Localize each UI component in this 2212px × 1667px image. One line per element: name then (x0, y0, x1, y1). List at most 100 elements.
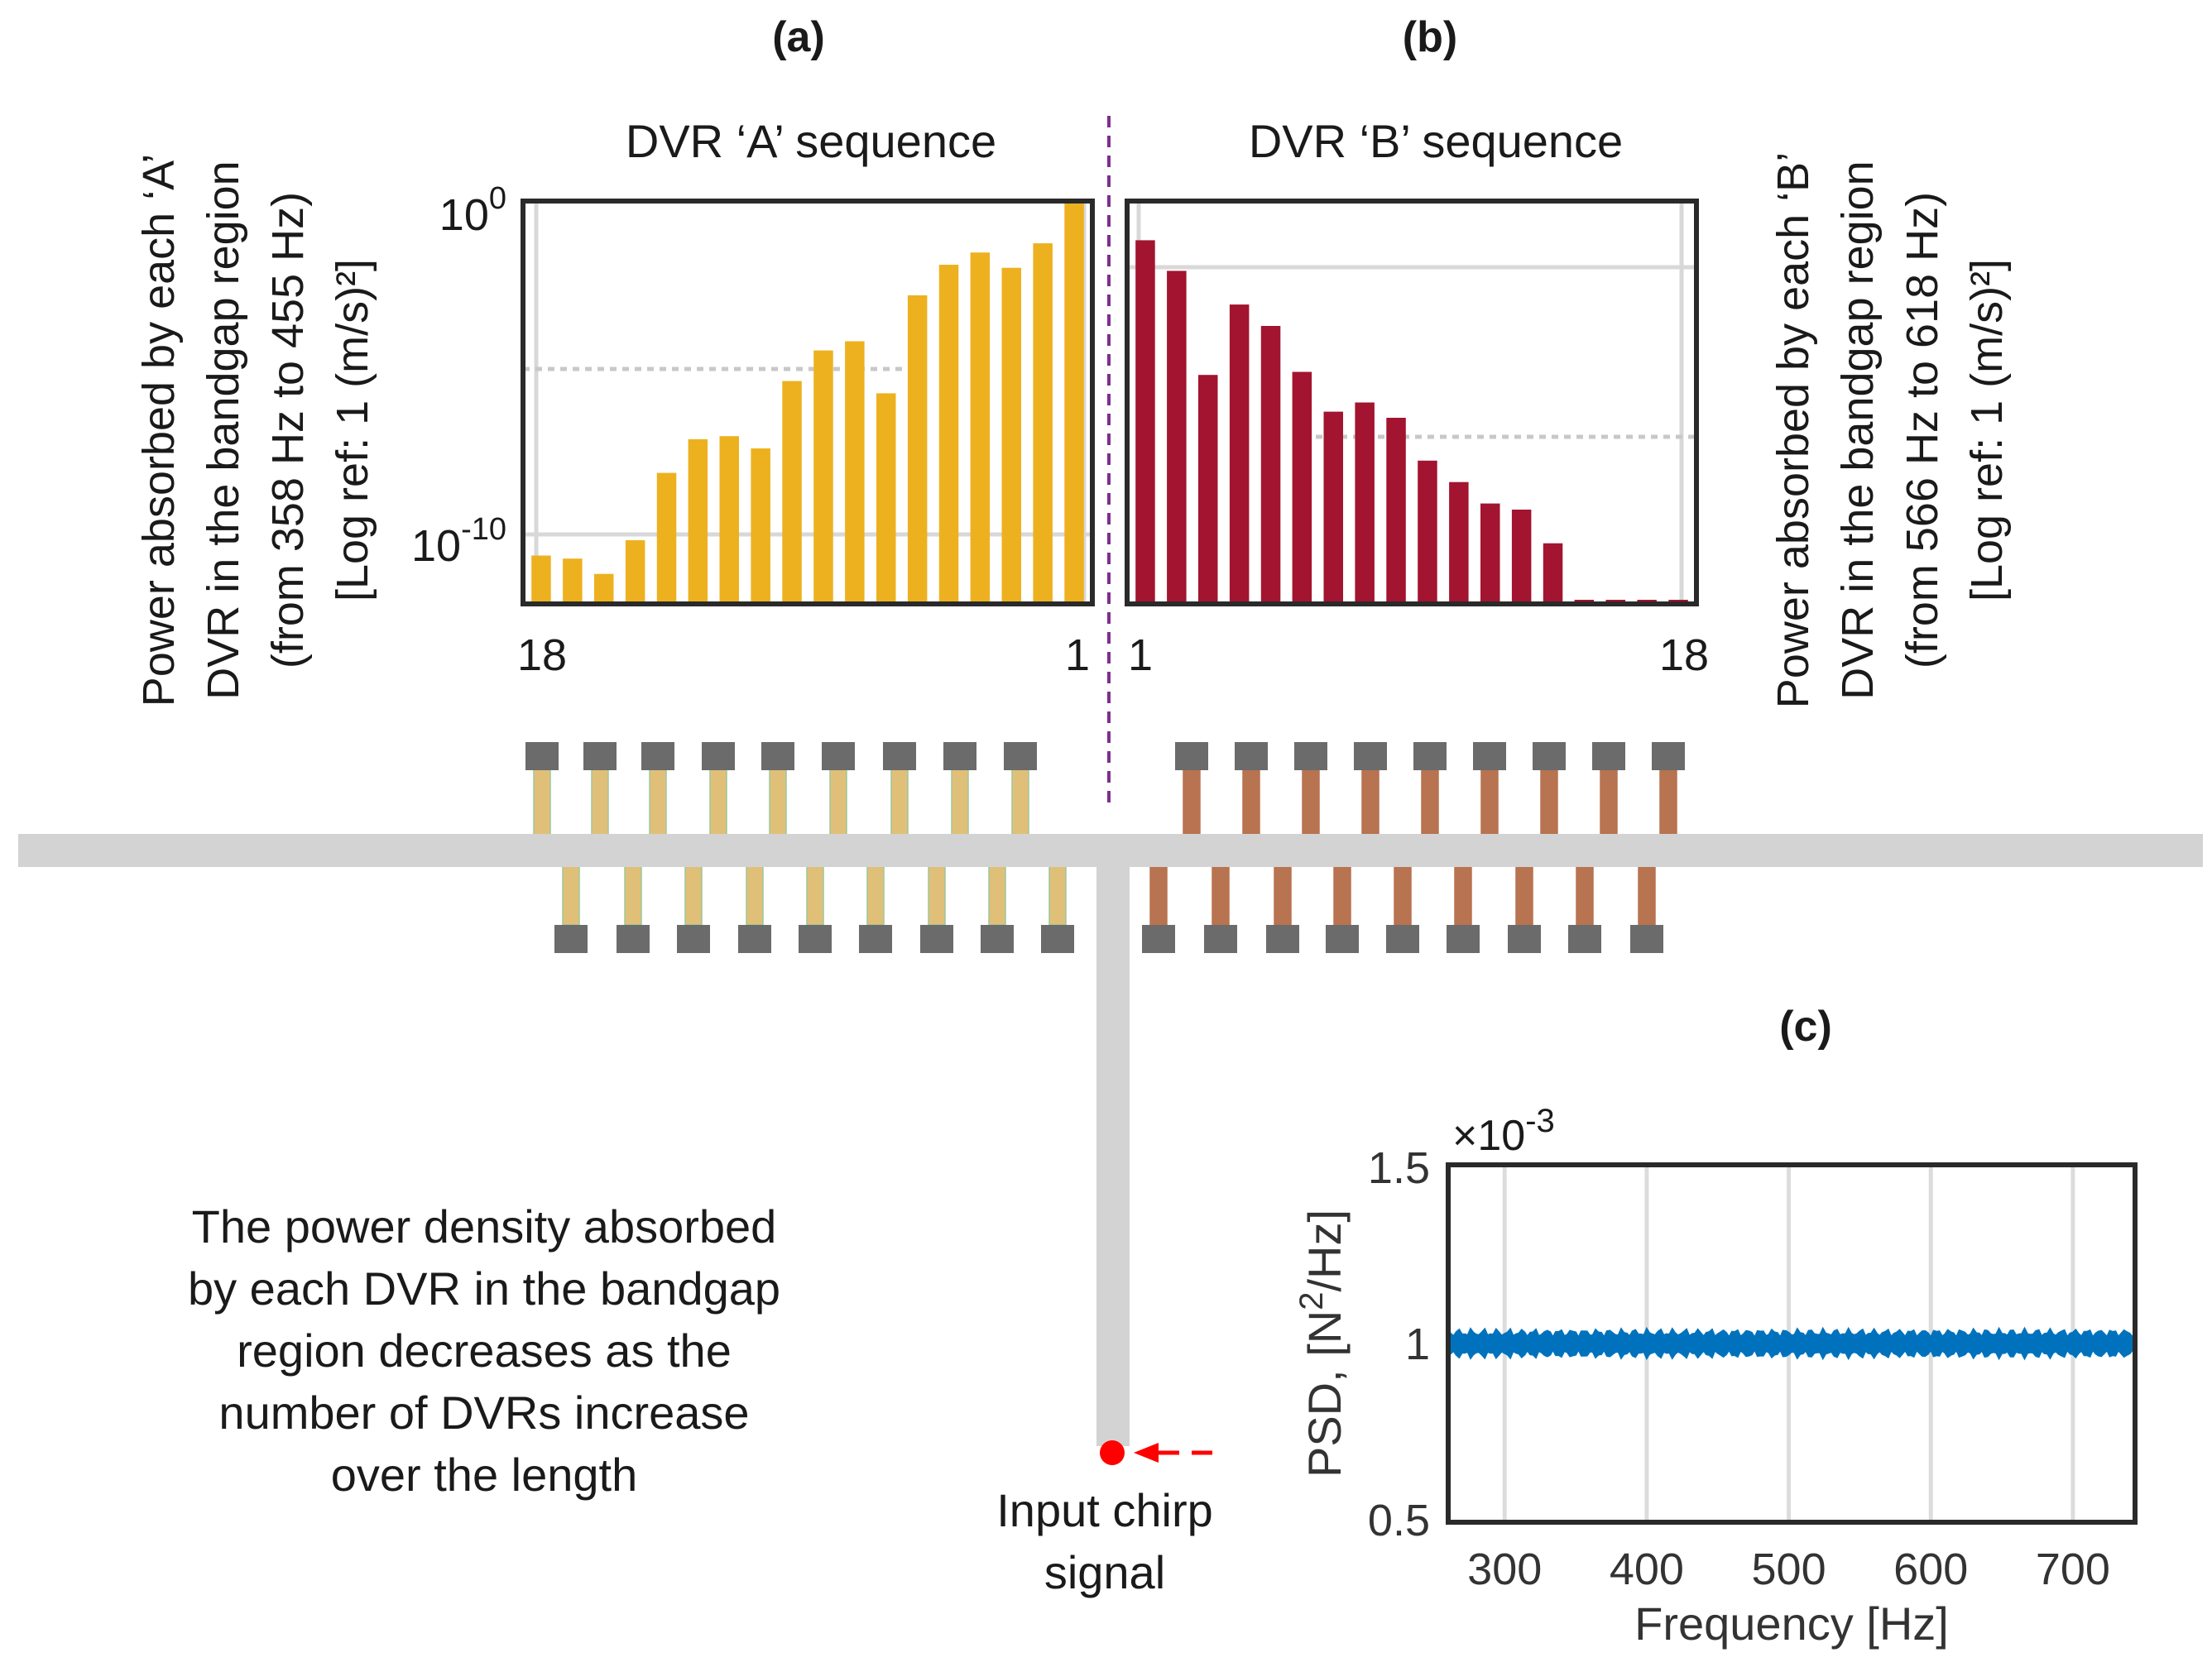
mass-a-top-4 (702, 742, 735, 770)
chart-a-bar-15 (625, 540, 645, 601)
chart-b-bars (1135, 240, 1688, 601)
spring-a-top-3 (649, 769, 667, 836)
chart-b-bar-12 (1480, 503, 1500, 601)
input-label-line1: Input chirp (996, 1484, 1213, 1536)
chart-a-bar-16 (594, 573, 614, 601)
chart-a-bar-18 (531, 555, 551, 601)
mass-a-top-3 (641, 742, 674, 770)
mass-a-top-8 (943, 742, 976, 770)
chart-a-bar-8 (845, 341, 865, 601)
chart-b-bar-3 (1198, 375, 1218, 601)
mass-b-top-6 (1473, 742, 1506, 770)
chart-a-frame (521, 199, 1095, 606)
chart-c-ytick-1.5: 1.5 (1368, 1143, 1430, 1193)
mass-a-top-6 (822, 742, 855, 770)
spring-a-bottom-4 (746, 865, 764, 926)
panel-label-a: (a) (772, 13, 825, 61)
chart-b-bar-15 (1574, 600, 1595, 601)
mass-a-bottom-8 (981, 925, 1014, 953)
spring-a-bottom-9 (1048, 865, 1067, 926)
chart-a-bar-6 (907, 295, 928, 601)
chart-a-bar-4 (970, 252, 991, 601)
chart-c-psd-series (1450, 1326, 2133, 1361)
chart-a-ytick-bottom: 10-10 (411, 512, 506, 571)
chart-a-ytick-bottom-exp: -10 (461, 512, 506, 547)
mass-a-top-2 (583, 742, 617, 770)
spring-b-bottom-1 (1149, 865, 1168, 926)
chart-b-xtick-left: 1 (1128, 630, 1153, 680)
chart-b-bar-18 (1668, 600, 1688, 601)
mass-a-bottom-3 (677, 925, 710, 953)
spring-a-bottom-8 (988, 865, 1006, 926)
mass-b-bottom-3 (1266, 925, 1299, 953)
spring-b-top-1 (1183, 769, 1201, 836)
chart-c-frame (1446, 1162, 2138, 1525)
spring-b-top-7 (1540, 769, 1558, 836)
chart-a-bar-7 (876, 393, 896, 601)
chart-c-exponent-base: ×10 (1452, 1112, 1525, 1160)
spring-a-bottom-6 (866, 865, 885, 926)
mass-b-top-1 (1175, 742, 1208, 770)
chart-c-xticks: 300 400 500 600 700 (1467, 1545, 2110, 1594)
ylabel-b-line1: Power absorbed by each ‘B’ (1768, 152, 1818, 708)
chart-c-yticks: 0.5 1 1.5 (1368, 1143, 1430, 1545)
mass-b-top-2 (1235, 742, 1268, 770)
chart-b-xtick-right: 18 (1659, 630, 1709, 680)
chart-a-bars (531, 204, 1084, 601)
mass-b-bottom-8 (1568, 925, 1601, 953)
vertical-beam (1096, 867, 1130, 1446)
spring-a-top-4 (709, 769, 727, 836)
spring-b-bottom-4 (1333, 865, 1351, 926)
panel-label-b: (b) (1403, 13, 1457, 61)
mass-b-top-4 (1354, 742, 1387, 770)
spring-b-top-9 (1659, 769, 1677, 836)
chart-b-frame (1125, 199, 1699, 606)
chart-a-bar-12 (719, 436, 739, 601)
chart-c-exponent-value: -3 (1525, 1103, 1555, 1139)
chart-c-xlabel: Frequency [Hz] (1634, 1598, 1949, 1650)
beam-structure (18, 742, 2203, 1446)
chart-b-bar-5 (1260, 326, 1281, 601)
chart-a-ytick-top-exp: 0 (489, 181, 506, 216)
mass-b-bottom-9 (1630, 925, 1663, 953)
chart-a-ytick-top-base: 10 (439, 190, 489, 240)
spring-b-top-3 (1302, 769, 1320, 836)
mass-b-top-5 (1413, 742, 1447, 770)
mass-a-bottom-7 (920, 925, 953, 953)
chart-b-bar-13 (1511, 510, 1532, 601)
annotation-line1: The power density absorbed (192, 1200, 777, 1253)
chart-b-bar-10 (1418, 460, 1437, 601)
chart-a-ytick-bottom-base: 10 (411, 521, 461, 571)
chart-a-bar-1 (1064, 204, 1084, 601)
mass-b-bottom-4 (1326, 925, 1359, 953)
mass-a-top-1 (525, 742, 559, 770)
mass-b-top-8 (1592, 742, 1625, 770)
chart-b-bar-7 (1323, 411, 1343, 601)
ylabel-b-line3: (from 566 Hz to 618 Hz) (1898, 192, 1947, 668)
spring-b-top-2 (1242, 769, 1260, 836)
panel-label-c: (c) (1779, 1003, 1832, 1051)
chart-b-bar-9 (1386, 418, 1406, 601)
spring-b-bottom-2 (1212, 865, 1230, 926)
chart-c-xtick-500: 500 (1752, 1545, 1826, 1594)
mass-a-top-9 (1004, 742, 1037, 770)
spring-b-top-5 (1421, 769, 1439, 836)
chart-a-bar-14 (656, 472, 677, 601)
spring-a-top-9 (1011, 769, 1029, 836)
spring-a-bottom-5 (806, 865, 824, 926)
ylabel-a: Power absorbed by each ‘A’ DVR in the ba… (134, 154, 377, 707)
chart-b-bar-11 (1449, 481, 1469, 601)
spring-a-bottom-3 (684, 865, 703, 926)
input-point (1100, 1440, 1125, 1465)
ylabel-b-line2: DVR in the bandgap region (1833, 160, 1883, 699)
annotation-line5: over the length (331, 1449, 637, 1501)
dvr-masses (525, 742, 1685, 953)
chart-c-ylabel-end: /Hz] (1298, 1210, 1351, 1292)
chart-b-bar-1 (1135, 240, 1155, 601)
spring-a-top-5 (769, 769, 787, 836)
horizontal-beam (18, 834, 2203, 867)
chart-c-ylabel-sup: 2 (1293, 1292, 1330, 1310)
mass-b-bottom-6 (1447, 925, 1480, 953)
chart-a-bar-5 (938, 265, 959, 601)
chart-b (1125, 199, 1699, 606)
